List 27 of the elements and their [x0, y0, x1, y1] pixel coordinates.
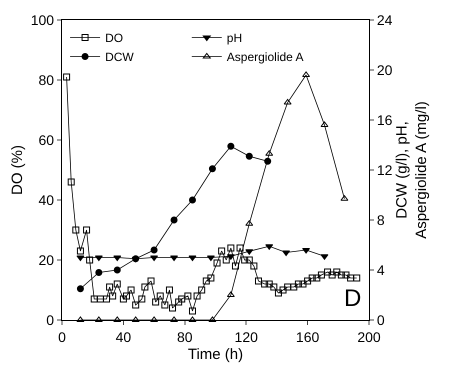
x-tick-label: 160 — [296, 328, 320, 345]
x-tick-label: 0 — [58, 328, 66, 345]
legend-label: DO — [105, 31, 124, 46]
y2-tick-label: 0 — [376, 312, 385, 328]
annotation: D — [344, 285, 362, 312]
y2-tick-label: 20 — [376, 62, 393, 78]
y-tick-label: 80 — [38, 72, 54, 88]
x-tick-label: 40 — [116, 328, 132, 345]
y-tick-label: 40 — [38, 192, 54, 208]
y-tick-label: 100 — [30, 12, 54, 28]
y2-tick-label: 4 — [376, 262, 385, 278]
legend-label: pH — [226, 31, 242, 46]
y-axis-title: DO (%) — [8, 145, 26, 195]
y-tick-label: 20 — [38, 252, 54, 268]
y2-tick-label: 12 — [376, 162, 393, 178]
x-tick-label: 120 — [234, 328, 258, 345]
y2-tick-label: 24 — [376, 12, 393, 28]
y-tick-label: 60 — [38, 132, 54, 148]
y2-tick-label: 8 — [376, 212, 385, 228]
x-axis-title: Time (h) — [188, 346, 244, 363]
x-tick-label: 80 — [177, 328, 193, 345]
y2-tick-label: 16 — [376, 112, 393, 128]
y-tick-label: 0 — [46, 312, 54, 328]
y2-axis-title: DCW (g/l), pH, Aspergiolide A (mg/l) — [394, 101, 430, 239]
legend-label: Aspergiolide A — [226, 50, 304, 64]
x-tick-label: 200 — [357, 328, 381, 345]
legend-label: DCW — [105, 50, 134, 64]
